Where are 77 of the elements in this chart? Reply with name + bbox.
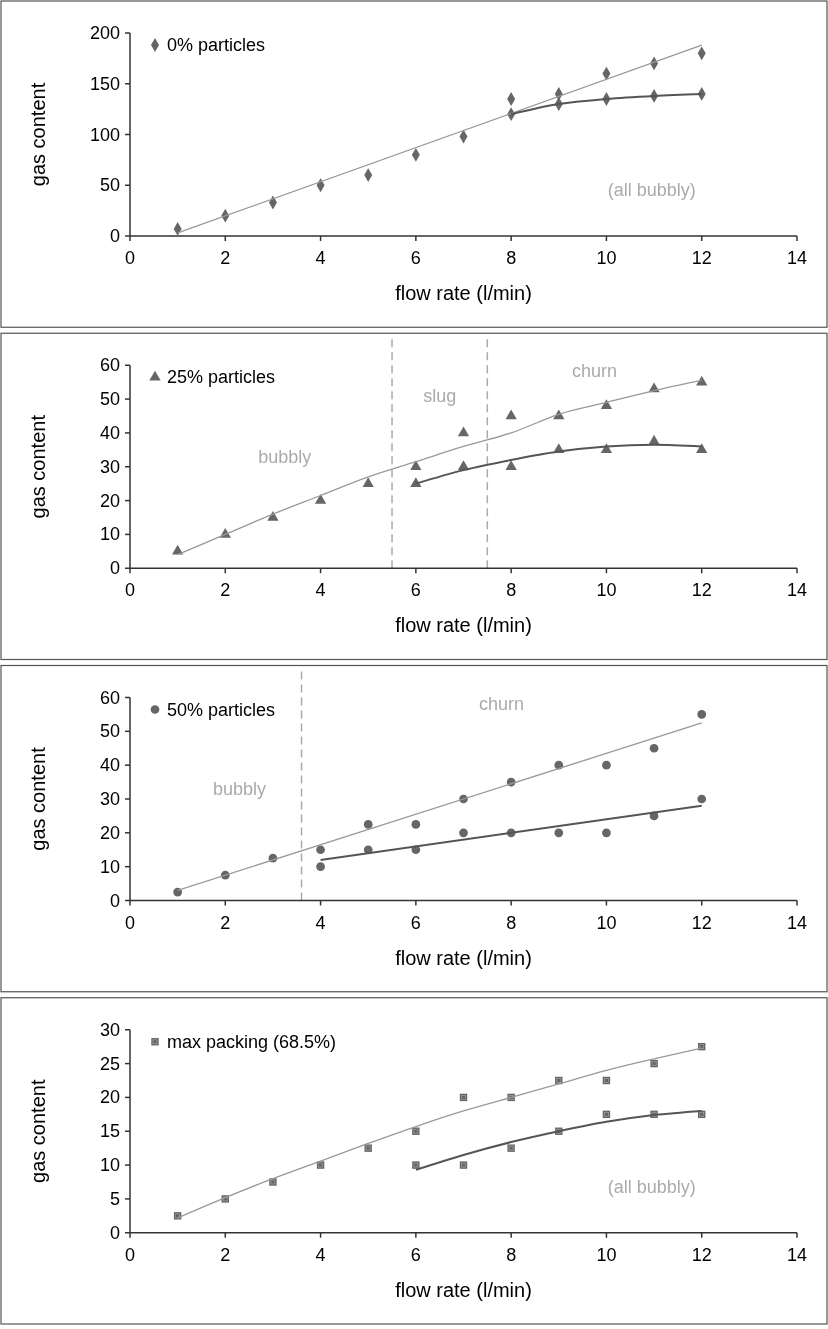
x-axis-title: flow rate (l/min)	[395, 614, 532, 637]
y-tick-label: 0	[109, 226, 120, 246]
x-tick-label: 14	[786, 1244, 808, 1265]
x-tick-label: 2	[220, 248, 231, 268]
legend-label: 0% particles	[167, 35, 266, 55]
x-tick-label: 14	[786, 912, 808, 933]
x-tick-label: 0	[124, 248, 136, 268]
x-tick-label: 2	[220, 912, 231, 933]
y-tick-label: 200	[89, 23, 120, 43]
y-axis-title: gas content	[27, 82, 49, 187]
legend-label: max packing (68.5%)	[167, 1031, 337, 1052]
y-tick-label: 30	[99, 456, 120, 477]
x-tick-label: 8	[506, 912, 517, 933]
x-tick-label: 10	[596, 1244, 617, 1265]
x-tick-label: 4	[315, 1244, 326, 1265]
annotation: (all bubbly)	[607, 1176, 696, 1197]
x-tick-label: 0	[124, 580, 136, 601]
annotation: churn	[572, 361, 618, 382]
y-tick-label: 20	[99, 490, 120, 511]
x-tick-label: 8	[506, 248, 517, 268]
y-tick-label: 20	[99, 822, 120, 843]
y-tick-label: 50	[99, 389, 120, 410]
annotation: bubbly	[213, 778, 267, 799]
y-tick-label: 0	[109, 1222, 120, 1243]
x-tick-label: 2	[220, 1244, 231, 1265]
x-tick-label: 6	[410, 580, 421, 601]
x-tick-label: 10	[596, 580, 617, 601]
annotation: bubbly	[258, 446, 312, 467]
x-axis-title: flow rate (l/min)	[395, 946, 532, 969]
y-tick-label: 40	[99, 755, 120, 776]
x-tick-label: 4	[315, 248, 326, 268]
x-tick-label: 12	[691, 912, 712, 933]
annotation: churn	[479, 693, 525, 714]
y-axis-title: gas content	[27, 414, 49, 519]
y-tick-label: 25	[99, 1053, 120, 1074]
y-tick-label: 10	[99, 856, 120, 877]
y-tick-label: 60	[99, 687, 120, 708]
x-tick-label: 10	[596, 248, 617, 268]
y-tick-label: 10	[99, 524, 120, 545]
y-tick-label: 0	[109, 558, 120, 579]
y-tick-label: 50	[99, 721, 120, 742]
x-tick-label: 6	[410, 248, 421, 268]
legend-label: 25% particles	[167, 367, 276, 388]
x-tick-label: 0	[124, 912, 136, 933]
y-tick-label: 100	[89, 124, 120, 145]
x-tick-label: 8	[506, 580, 517, 601]
x-axis-title: flow rate (l/min)	[395, 282, 532, 304]
x-axis-title: flow rate (l/min)	[395, 1278, 532, 1301]
x-tick-label: 4	[315, 912, 326, 933]
x-tick-label: 10	[596, 912, 617, 933]
x-tick-label: 2	[220, 580, 231, 601]
x-tick-label: 6	[410, 1244, 421, 1265]
x-tick-label: 14	[786, 580, 808, 601]
y-tick-label: 10	[99, 1155, 120, 1176]
x-tick-label: 0	[124, 1244, 136, 1265]
legend-label: 50% particles	[167, 699, 276, 720]
y-tick-label: 5	[109, 1188, 120, 1209]
x-tick-label: 4	[315, 580, 326, 601]
y-axis-title: gas content	[27, 746, 49, 851]
y-tick-label: 30	[99, 789, 120, 809]
y-tick-label: 0	[109, 890, 120, 911]
x-tick-label: 8	[506, 1244, 517, 1265]
x-tick-label: 12	[691, 580, 712, 601]
x-tick-label: 6	[410, 912, 421, 933]
annotation: (all bubbly)	[607, 180, 696, 200]
x-tick-label: 14	[786, 248, 808, 268]
y-axis-title: gas content	[27, 1079, 49, 1183]
x-tick-label: 12	[691, 1244, 712, 1265]
y-tick-label: 20	[99, 1087, 120, 1108]
annotation: slug	[423, 385, 457, 406]
y-tick-label: 60	[99, 355, 120, 376]
y-tick-label: 15	[99, 1121, 120, 1142]
y-tick-label: 150	[89, 73, 120, 94]
x-tick-label: 12	[691, 248, 712, 268]
y-tick-label: 50	[99, 175, 120, 196]
y-tick-label: 40	[99, 422, 120, 443]
y-tick-label: 30	[99, 1019, 120, 1040]
